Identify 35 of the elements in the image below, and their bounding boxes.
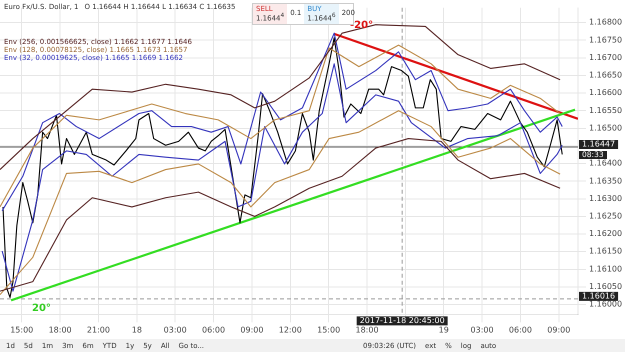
ref-line-label: 2017-11-18 20:45:00 — [360, 316, 445, 325]
x-tick-label: 09:00 — [547, 325, 570, 334]
y-tick-label: 1.16600 — [589, 88, 622, 98]
x-tick-label: 15:00 — [317, 325, 340, 334]
y-tick-label: 1.16650 — [589, 70, 622, 80]
x-tick-label: 18:00 — [48, 325, 72, 334]
y-tick-label: 1.16200 — [589, 229, 622, 238]
x-tick-label: 03:00 — [470, 325, 494, 334]
x-tick-label: 21:00 — [86, 325, 110, 334]
y-tick-label: 1.16050 — [589, 282, 622, 291]
ref-line-label: 1.16016 — [582, 291, 616, 300]
y-tick-label: 1.16250 — [589, 212, 622, 221]
y-tick-label: 1.16500 — [589, 123, 622, 132]
x-tick-label: 18:00 — [355, 325, 379, 334]
x-tick-label: 03:00 — [164, 325, 187, 334]
x-tick-label: 09:00 — [240, 325, 264, 334]
x-tick-label: 06:00 — [508, 325, 532, 334]
annotation: 20° — [32, 303, 51, 314]
y-tick-label: 1.16800 — [589, 18, 622, 27]
y-tick-label: 1.16350 — [589, 176, 622, 186]
y-tick-label: 1.16100 — [589, 264, 622, 274]
y-tick-label: 1.16750 — [589, 35, 622, 44]
x-tick-label: 06:00 — [202, 325, 226, 334]
annotation: -20° — [350, 20, 374, 31]
x-tick-label: 19 — [438, 325, 449, 334]
y-tick-label: 1.16300 — [589, 194, 622, 203]
y-tick-label: 1.16550 — [589, 106, 622, 115]
x-tick-label: 15:00 — [10, 325, 34, 334]
y-tick-label: 1.16700 — [589, 52, 622, 62]
ref-line-label: 1.16447 — [582, 140, 616, 149]
y-tick-label: 1.16400 — [589, 158, 622, 168]
y-tick-label: 1.16000 — [589, 300, 622, 309]
y-tick-label: 1.16150 — [589, 246, 622, 256]
x-tick-label: 18 — [132, 325, 142, 334]
x-tick-label: 12:00 — [278, 325, 302, 334]
